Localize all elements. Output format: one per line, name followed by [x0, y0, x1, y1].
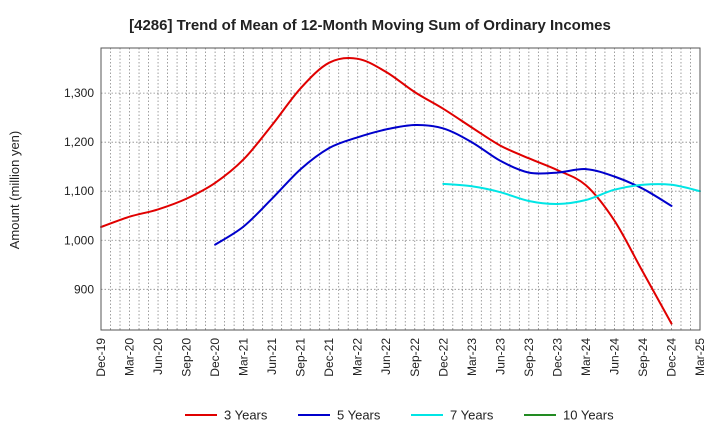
series-layer: [100, 57, 701, 325]
x-tick-label: Jun-23: [493, 338, 507, 375]
legend-label-5-years: 5 Years: [337, 408, 381, 423]
series-line-3-years: [100, 57, 673, 325]
x-tick-label: Mar-24: [579, 338, 593, 376]
y-tick-label: 1,100: [64, 184, 94, 198]
x-tick-label: Sep-21: [294, 338, 308, 377]
plot-frame: [100, 47, 701, 331]
y-tick-label: 1,000: [64, 233, 94, 247]
legend: 3 Years 5 Years 7 Years 10 Years: [185, 408, 614, 423]
y-axis: 900 1,000 1,100 1,200 1,300: [64, 86, 94, 296]
x-tick-label: Dec-24: [664, 338, 678, 377]
series-line-7-years: [442, 182, 701, 206]
y-tick-label: 900: [74, 282, 94, 296]
legend-label-3-years: 3 Years: [224, 408, 268, 423]
x-tick-label: Mar-22: [351, 338, 365, 376]
x-tick-label: Jun-21: [265, 338, 279, 375]
legend-label-7-years: 7 Years: [450, 408, 494, 423]
x-tick-label: Jun-20: [151, 338, 165, 375]
x-tick-label: Dec-22: [436, 338, 450, 377]
x-tick-label: Jun-22: [379, 338, 393, 375]
x-tick-label: Mar-23: [465, 338, 479, 376]
x-axis: Dec-19 Mar-20 Jun-20 Sep-20 Dec-20 Mar-21 Jun-…: [94, 338, 707, 377]
x-tick-label: Mar-25: [693, 338, 707, 376]
x-tick-label: Mar-20: [123, 338, 137, 376]
x-tick-label: Jun-24: [607, 338, 621, 375]
x-tick-label: Dec-21: [322, 338, 336, 377]
x-tick-label: Dec-19: [94, 338, 108, 377]
grid: [101, 48, 700, 330]
x-tick-label: Dec-23: [550, 338, 564, 377]
legend-label-10-years: 10 Years: [563, 408, 614, 423]
y-tick-label: 1,200: [64, 135, 94, 149]
x-tick-label: Sep-24: [636, 338, 650, 377]
x-tick-label: Mar-21: [237, 338, 251, 376]
x-tick-label: Sep-20: [180, 338, 194, 377]
y-tick-label: 1,300: [64, 86, 94, 100]
x-tick-label: Dec-20: [208, 338, 222, 377]
chart-title: [4286] Trend of Mean of 12-Month Moving …: [129, 17, 611, 34]
x-tick-label: Sep-22: [408, 338, 422, 377]
x-tick-label: Sep-23: [522, 338, 536, 377]
series-line-5-years: [214, 123, 673, 246]
y-axis-label: Amount (million yen): [7, 131, 22, 250]
